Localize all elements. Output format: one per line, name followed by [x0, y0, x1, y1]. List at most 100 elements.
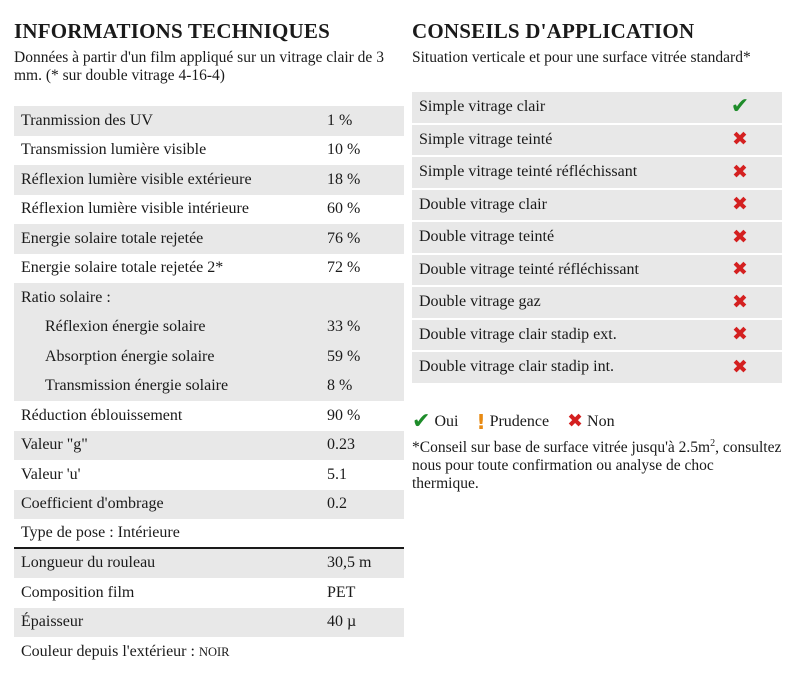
footnote: *Conseil sur base de surface vitrée jusq… — [412, 435, 784, 493]
colour-row: Couleur depuis l'extérieur : NOIR — [14, 637, 404, 667]
table-row: Type de pose : Intérieure — [14, 519, 404, 549]
row-label: Réflexion lumière visible extérieure — [21, 170, 252, 188]
application-advice-section: CONSEILS D'APPLICATION Situation vertica… — [412, 18, 784, 493]
table-row: Coefficient d'ombrage 0.2 — [14, 489, 404, 519]
row-label: Réflexion énergie solaire — [45, 318, 206, 336]
footnote-sup: 2 — [710, 437, 716, 449]
table-row: Energie solaire totale rejetée 2* 72 % — [14, 254, 404, 284]
row-value: 76 % — [327, 229, 361, 247]
list-item: Simple vitrage teinté ✖ — [412, 124, 782, 155]
legend-prudence-label: Prudence — [489, 412, 550, 430]
row-label: Réduction éblouissement — [21, 406, 183, 424]
application-table: Simple vitrage clair ✔ Simple vitrage tei… — [412, 92, 782, 383]
table-row: Réflexion lumière visible extérieure 18 % — [14, 165, 404, 195]
row-label: Ratio solaire : — [21, 288, 111, 306]
glazing-label: Double vitrage clair stadip int. — [419, 358, 615, 376]
legend-oui: ✔ Oui — [412, 408, 459, 434]
row-label: Transmission lumière visible — [21, 141, 207, 159]
table-row: Réduction éblouissement 90 % — [14, 401, 404, 431]
table-row: Longueur du rouleau 30,5 m — [14, 548, 404, 578]
legend-non-label: Non — [587, 412, 615, 430]
list-item: Double vitrage clair stadip int. ✖ — [412, 352, 782, 383]
row-label: Type de pose : Intérieure — [21, 523, 180, 541]
technical-info-subtitle: Données à partir d'un film appliqué sur … — [14, 49, 384, 84]
row-value: 1 % — [327, 111, 353, 129]
table-row: Energie solaire totale rejetée 76 % — [14, 224, 404, 254]
glazing-label: Double vitrage gaz — [419, 293, 541, 311]
status-mark: ✖ — [712, 260, 782, 279]
row-label: Longueur du rouleau — [21, 554, 156, 572]
cross-icon: ✖ — [732, 290, 748, 313]
table-row: Réflexion lumière visible intérieure 60 % — [14, 195, 404, 225]
table-row: Composition film PET — [14, 578, 404, 608]
list-item: Simple vitrage teinté réfléchissant ✖ — [412, 157, 782, 188]
legend-prudence: ! Prudence — [476, 412, 549, 432]
cross-icon: ✖ — [732, 160, 748, 183]
table-row: Ratio solaire : — [14, 283, 404, 313]
status-mark: ✖ — [712, 225, 782, 248]
cross-icon: ✖ — [732, 323, 748, 346]
row-value: 18 % — [327, 170, 361, 188]
table-row: Épaisseur 40 µ — [14, 607, 404, 637]
technical-info-title: INFORMATIONS TECHNIQUES — [14, 19, 330, 43]
row-label: Composition film — [21, 583, 135, 601]
row-value: 5.1 — [327, 465, 347, 483]
row-label: Coefficient d'ombrage — [21, 495, 164, 513]
glazing-label: Double vitrage teinté réfléchissant — [419, 260, 639, 278]
row-label: Transmission énergie solaire — [45, 377, 229, 395]
table-row: Absorption énergie solaire 59 % — [14, 342, 404, 372]
application-advice-subtitle: Situation verticale et pour une surface … — [412, 49, 751, 66]
glazing-label: Double vitrage clair — [419, 195, 547, 213]
colour-label: Couleur depuis l'extérieur : NOIR — [14, 643, 404, 661]
legend-non: ✖ Non — [567, 412, 614, 431]
cross-icon: ✖ — [732, 128, 748, 151]
status-mark: ✖ — [712, 195, 782, 214]
table-row: Valeur 'u' 5.1 — [14, 460, 404, 490]
table-row: Réflexion énergie solaire 33 % — [14, 312, 404, 342]
check-icon: ✔ — [412, 408, 431, 434]
list-item: Double vitrage clair stadip ext. ✖ — [412, 319, 782, 350]
row-value: 30,5 m — [327, 554, 372, 572]
status-mark: ✖ — [712, 160, 782, 183]
row-value: 90 % — [327, 406, 361, 424]
cross-icon: ✖ — [732, 225, 748, 248]
technical-table: Tranmission des UV 1 % Transmission lumiè… — [14, 106, 404, 667]
legend-oui-label: Oui — [434, 412, 459, 430]
row-label: Tranmission des UV — [21, 111, 153, 129]
glazing-label: Simple vitrage teinté — [419, 130, 553, 148]
status-mark: ✖ — [712, 325, 782, 344]
row-value: 33 % — [327, 318, 361, 336]
footnote-text-1: *Conseil sur base de surface vitrée jusq… — [412, 438, 711, 456]
colour-label-text: Couleur depuis l'extérieur : — [21, 642, 199, 660]
application-advice-title: CONSEILS D'APPLICATION — [412, 19, 695, 43]
row-value: PET — [327, 583, 356, 601]
row-label: Energie solaire totale rejetée — [21, 229, 204, 247]
row-label: Réflexion lumière visible intérieure — [21, 200, 249, 218]
list-item: Double vitrage teinté réfléchissant ✖ — [412, 254, 782, 285]
table-row: Tranmission des UV 1 % — [14, 106, 404, 136]
glazing-label: Simple vitrage clair — [419, 98, 546, 116]
list-item: Double vitrage clair ✖ — [412, 189, 782, 220]
cross-icon: ✖ — [567, 410, 584, 432]
table-row: Valeur "g" 0.23 — [14, 430, 404, 460]
row-value: 8 % — [327, 377, 353, 395]
check-icon: ✔ — [730, 94, 750, 120]
row-label: Valeur "g" — [21, 436, 88, 454]
table-row: Transmission lumière visible 10 % — [14, 136, 404, 166]
status-mark: ✖ — [712, 130, 782, 149]
status-mark: ✖ — [712, 290, 782, 313]
status-mark: ✖ — [712, 355, 782, 378]
row-value: 40 µ — [327, 613, 357, 631]
row-value: 0.23 — [327, 436, 355, 454]
row-value: 72 % — [327, 259, 361, 277]
list-item: Simple vitrage clair ✔ — [412, 92, 782, 123]
cross-icon: ✖ — [732, 355, 748, 378]
cross-icon: ✖ — [732, 193, 748, 216]
glazing-label: Simple vitrage teinté réfléchissant — [419, 163, 638, 181]
footnote-text-2: , consultez nous pour toute confirmation… — [412, 438, 782, 492]
list-item: Double vitrage teinté ✖ — [412, 222, 782, 253]
colour-value: NOIR — [198, 644, 230, 659]
row-value: 0.2 — [327, 495, 347, 513]
row-label: Valeur 'u' — [21, 465, 81, 483]
row-label: Épaisseur — [21, 613, 84, 631]
